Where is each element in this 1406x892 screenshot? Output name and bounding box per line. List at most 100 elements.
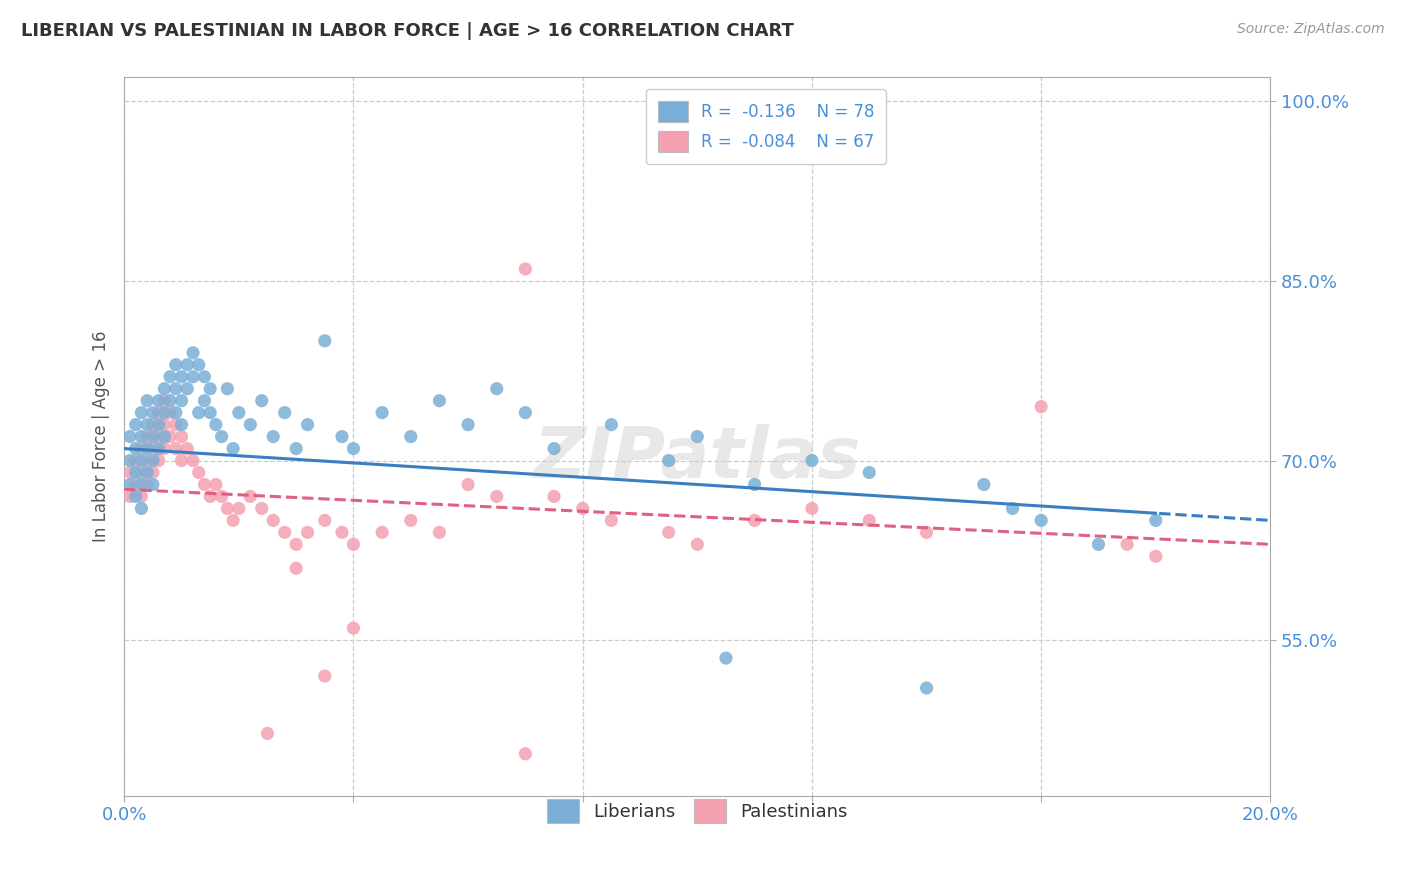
Point	[371, 525, 394, 540]
Point	[262, 513, 284, 527]
Point	[125, 477, 148, 491]
Point	[170, 369, 193, 384]
Point	[515, 747, 537, 761]
Point	[136, 442, 159, 456]
Point	[330, 429, 353, 443]
Point	[915, 681, 938, 695]
Point	[159, 393, 181, 408]
Point	[342, 537, 364, 551]
Point	[314, 513, 336, 527]
Point	[136, 429, 159, 443]
Point	[131, 490, 153, 504]
Point	[800, 501, 823, 516]
Point	[485, 382, 508, 396]
Point	[1001, 501, 1024, 516]
Legend: Liberians, Palestinians: Liberians, Palestinians	[540, 792, 855, 830]
Point	[228, 406, 250, 420]
Y-axis label: In Labor Force | Age > 16: In Labor Force | Age > 16	[93, 331, 110, 542]
Point	[153, 406, 176, 420]
Point	[118, 466, 141, 480]
Point	[205, 417, 228, 432]
Point	[176, 382, 198, 396]
Point	[187, 406, 209, 420]
Point	[217, 501, 239, 516]
Point	[187, 358, 209, 372]
Point	[600, 513, 623, 527]
Point	[125, 466, 148, 480]
Point	[515, 262, 537, 277]
Point	[1116, 537, 1139, 551]
Point	[165, 382, 187, 396]
Point	[228, 501, 250, 516]
Point	[131, 429, 153, 443]
Point	[118, 477, 141, 491]
Point	[136, 417, 159, 432]
Point	[131, 501, 153, 516]
Point	[915, 525, 938, 540]
Point	[285, 537, 308, 551]
Point	[1144, 513, 1167, 527]
Point	[211, 490, 233, 504]
Point	[285, 442, 308, 456]
Point	[744, 513, 766, 527]
Text: ZIPatlas: ZIPatlas	[534, 424, 860, 492]
Point	[125, 453, 148, 467]
Point	[314, 334, 336, 348]
Point	[330, 525, 353, 540]
Point	[159, 406, 181, 420]
Point	[148, 442, 170, 456]
Point	[131, 466, 153, 480]
Point	[136, 393, 159, 408]
Point	[211, 429, 233, 443]
Point	[198, 382, 221, 396]
Text: Source: ZipAtlas.com: Source: ZipAtlas.com	[1237, 22, 1385, 37]
Point	[125, 417, 148, 432]
Point	[142, 442, 165, 456]
Point	[181, 369, 204, 384]
Point	[131, 442, 153, 456]
Point	[250, 393, 273, 408]
Point	[170, 429, 193, 443]
Point	[148, 393, 170, 408]
Point	[136, 477, 159, 491]
Point	[118, 429, 141, 443]
Point	[165, 442, 187, 456]
Point	[543, 490, 565, 504]
Point	[239, 490, 262, 504]
Point	[297, 417, 319, 432]
Point	[148, 453, 170, 467]
Point	[273, 525, 295, 540]
Point	[131, 477, 153, 491]
Point	[217, 382, 239, 396]
Point	[176, 358, 198, 372]
Point	[136, 453, 159, 467]
Point	[125, 442, 148, 456]
Point	[858, 466, 880, 480]
Point	[193, 393, 215, 408]
Point	[858, 513, 880, 527]
Point	[142, 406, 165, 420]
Point	[198, 406, 221, 420]
Point	[1031, 513, 1053, 527]
Point	[181, 346, 204, 360]
Text: LIBERIAN VS PALESTINIAN IN LABOR FORCE | AGE > 16 CORRELATION CHART: LIBERIAN VS PALESTINIAN IN LABOR FORCE |…	[21, 22, 794, 40]
Point	[543, 442, 565, 456]
Point	[148, 429, 170, 443]
Point	[429, 393, 451, 408]
Point	[153, 393, 176, 408]
Point	[457, 417, 479, 432]
Point	[142, 466, 165, 480]
Point	[658, 453, 681, 467]
Point	[342, 621, 364, 635]
Point	[342, 442, 364, 456]
Point	[1087, 537, 1109, 551]
Point	[371, 406, 394, 420]
Point	[142, 417, 165, 432]
Point	[205, 477, 228, 491]
Point	[125, 490, 148, 504]
Point	[314, 669, 336, 683]
Point	[714, 651, 737, 665]
Point	[273, 406, 295, 420]
Point	[250, 501, 273, 516]
Point	[285, 561, 308, 575]
